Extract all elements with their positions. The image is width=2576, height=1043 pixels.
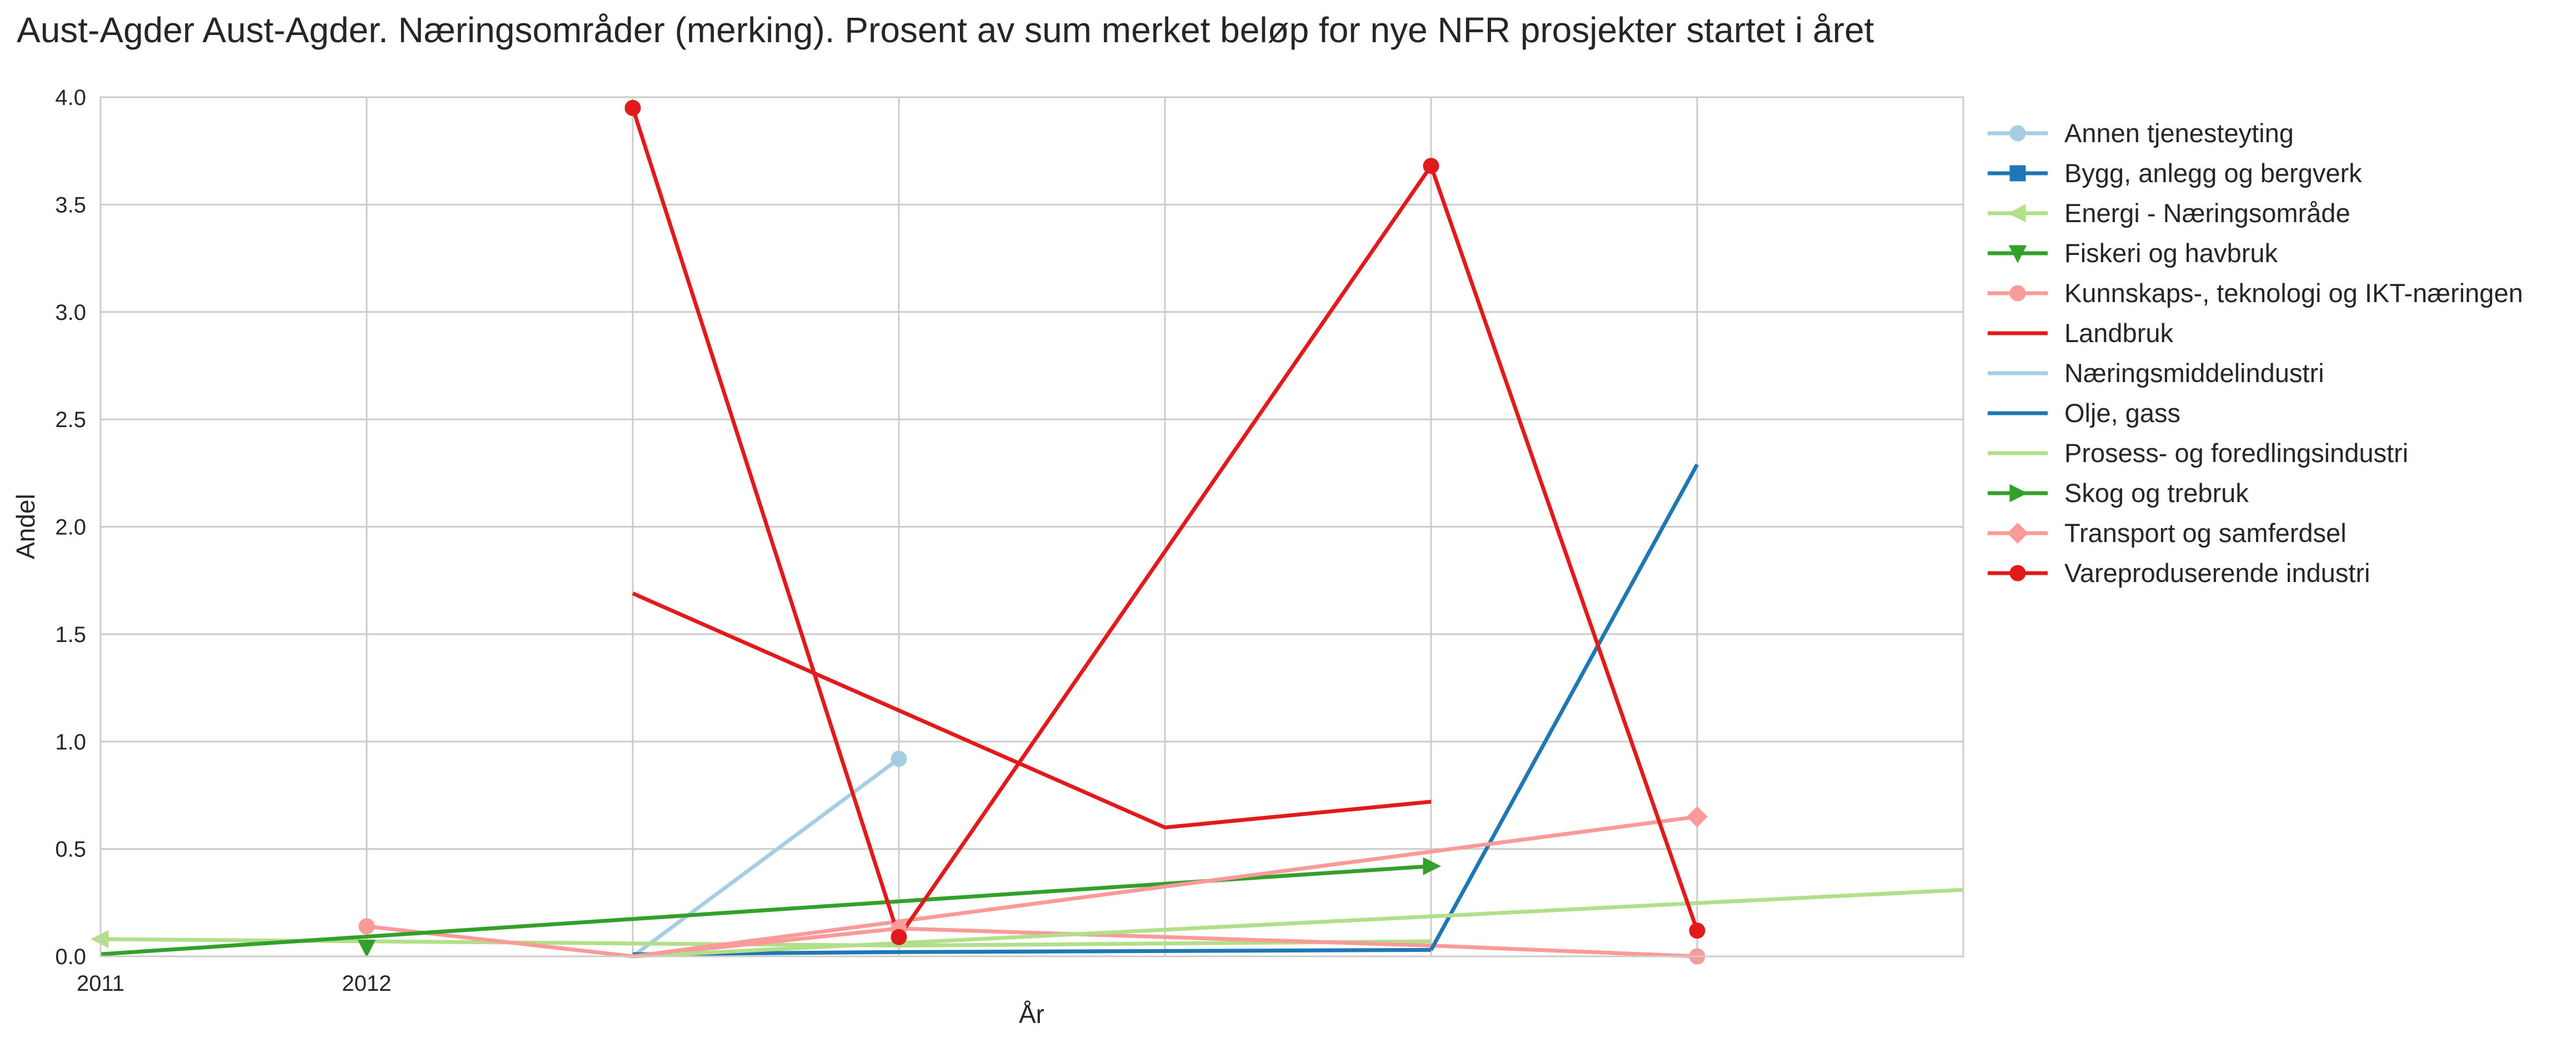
plot-frame [99,96,1964,957]
legend-label: Fiskeri og havbruk [2064,238,2278,268]
legend-label: Vareproduserende industri [2064,558,2370,588]
y-tick-label: 1.0 [55,730,86,754]
legend-label: Bygg, anlegg og bergverk [2064,158,2362,188]
legend-label: Transport og samferdsel [2064,518,2347,548]
legend-marker [2008,204,2026,223]
y-tick-label: 1.5 [55,623,86,647]
x-tick-label: 2012 [342,971,392,996]
legend: Annen tjenesteyting Bygg, anlegg og bergv… [1988,118,2523,588]
legend-marker [2008,245,2027,263]
series-marker [357,940,376,958]
series-lines [100,107,1964,959]
gridlines [99,96,1963,957]
x-axis-label: År [1019,1000,1044,1029]
y-axis-ticks: 0.0 0.5 1.0 1.5 2.0 2.5 3.0 3.5 4.0 [55,86,86,969]
legend-label: Landbruk [2064,318,2173,348]
legend-marker [2009,125,2026,142]
y-axis-label: Andel [11,494,40,559]
legend-label: Olje, gass [2064,398,2180,428]
series-line [632,887,1964,959]
series-line [632,591,1432,830]
legend-marker [2009,285,2026,302]
series-line [1429,463,1699,951]
series-marker [891,750,907,767]
chart-title: Aust-Agder Aust-Agder. Næringsområder (m… [17,10,1874,50]
legend-marker [2009,484,2028,503]
legend-marker [2009,165,2026,182]
y-tick-label: 0.5 [55,838,86,862]
series-marker [358,918,375,935]
series-marker [1423,857,1441,875]
x-axis-ticks: 2011 2012 [77,971,392,996]
y-tick-label: 2.5 [55,408,86,432]
series-marker [1423,158,1439,174]
y-tick-label: 2.0 [55,515,86,540]
series-marker [1689,922,1705,939]
y-tick-label: 0.0 [55,945,86,969]
series-marker [624,99,641,116]
series-line [631,107,1699,939]
series-line [632,815,1698,959]
legend-marker [2009,565,2026,581]
legend-label: Skog og trebruk [2064,478,2249,508]
x-tick-label: 2011 [77,971,124,996]
series-marker [1687,806,1708,828]
y-tick-label: 3.5 [55,193,86,217]
y-tick-label: 4.0 [55,86,86,110]
legend-label: Prosess- og foredlingsindustri [2064,438,2408,468]
legend-label: Annen tjenesteyting [2064,118,2294,148]
legend-marker [2007,523,2028,544]
y-tick-label: 3.0 [55,300,86,325]
legend-label: Næringsmiddelindustri [2064,358,2324,388]
series-line [631,757,901,958]
legend-label: Energi - Næringsområde [2064,198,2350,228]
series-marker [891,929,907,945]
legend-label: Kunnskaps-, teknologi og IKT-næringen [2064,278,2523,308]
